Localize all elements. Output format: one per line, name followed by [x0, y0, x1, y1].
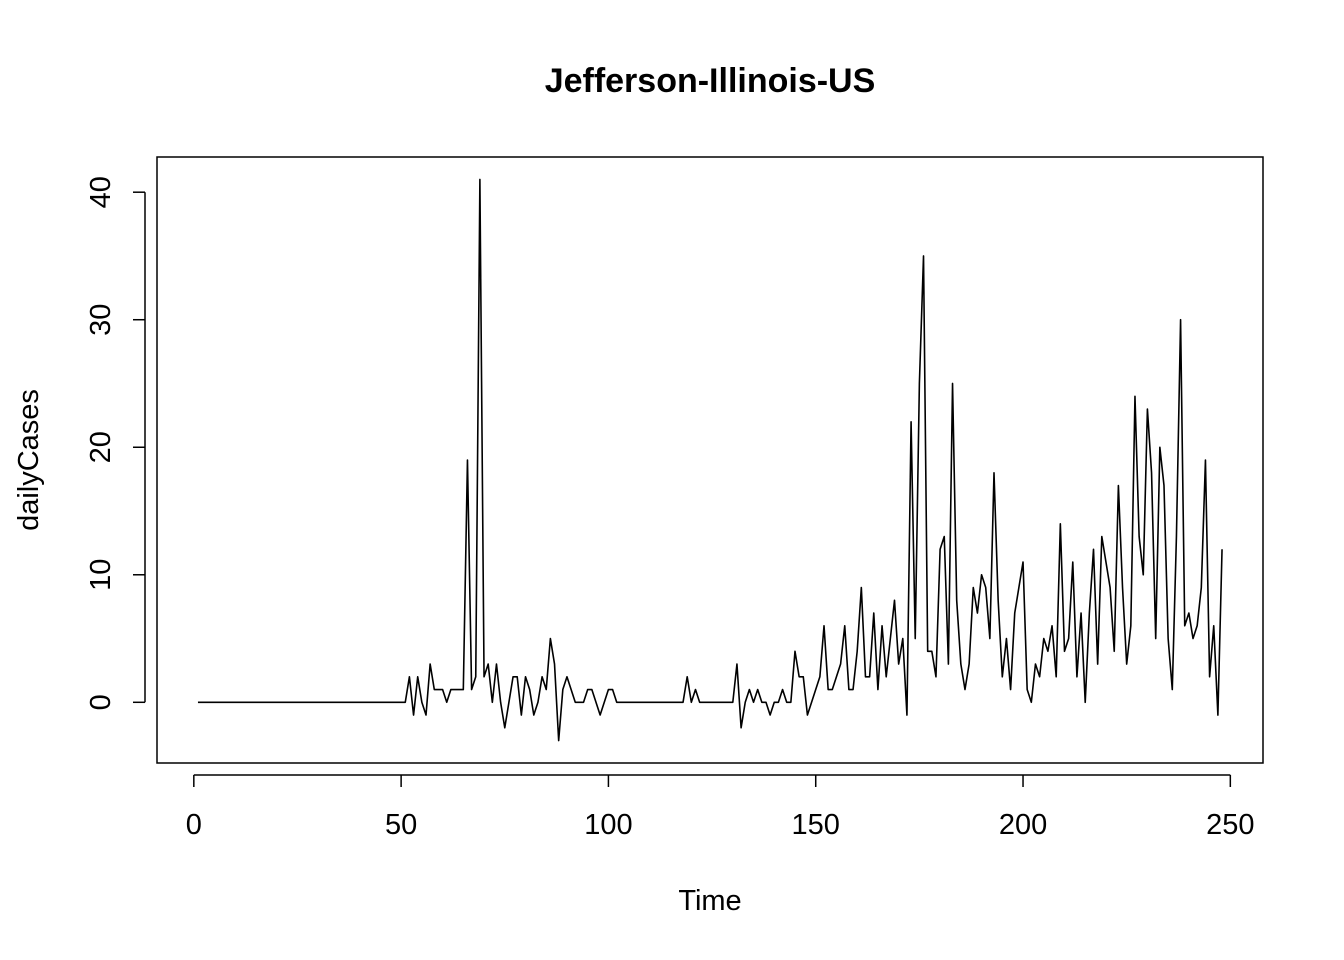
y-tick-label: 20 — [85, 431, 117, 463]
y-tick-label: 0 — [85, 694, 117, 710]
series-line — [197, 178, 1223, 742]
x-tick-label: 250 — [1206, 809, 1254, 841]
y-axis-label: dailyCases — [13, 389, 45, 531]
x-tick-label: 200 — [999, 809, 1047, 841]
y-tick-label: 30 — [85, 304, 117, 336]
x-axis-label: Time — [678, 885, 741, 917]
x-tick-label: 50 — [385, 809, 417, 841]
x-tick-label: 150 — [792, 809, 840, 841]
x-axis: 0 50 100 150 200 250 — [186, 774, 1255, 841]
chart-title: Jefferson-Illinois-US — [545, 62, 876, 100]
y-axis: 0 10 20 30 40 — [85, 176, 146, 710]
plot-frame — [156, 156, 1264, 764]
x-tick-label: 0 — [186, 809, 202, 841]
x-tick-label: 100 — [584, 809, 632, 841]
y-tick-label: 40 — [85, 176, 117, 208]
y-tick-label: 10 — [85, 559, 117, 591]
